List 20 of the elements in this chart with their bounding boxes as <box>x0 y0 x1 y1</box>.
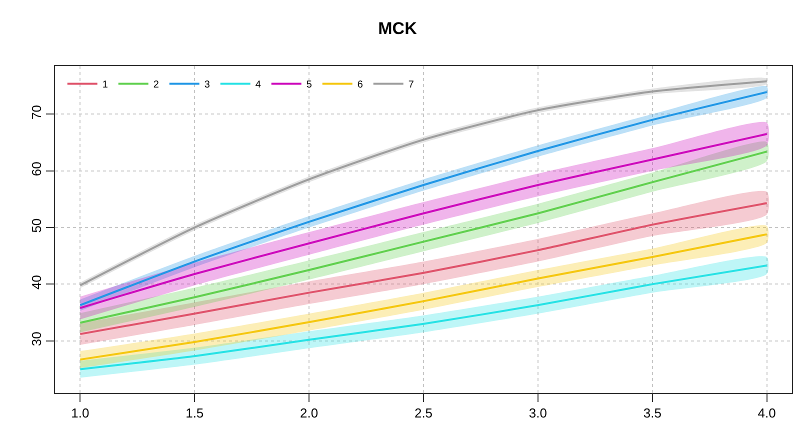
legend-label: 5 <box>306 80 312 91</box>
x-tick-label: 3.5 <box>643 406 662 421</box>
legend-label: 6 <box>357 80 364 91</box>
y-tick-label: 50 <box>28 218 44 233</box>
legend-label: 7 <box>408 80 414 91</box>
chart-title: MCK <box>378 18 418 38</box>
legend-label: 4 <box>255 80 262 91</box>
legend-label: 1 <box>102 80 108 91</box>
x-tick-label: 4.0 <box>758 406 776 421</box>
y-tick-label: 70 <box>28 104 44 120</box>
x-tick-label: 1.5 <box>186 406 204 421</box>
y-tick-label: 30 <box>28 332 44 346</box>
y-tick-label: 40 <box>28 275 44 290</box>
x-tick-label: 2.0 <box>300 406 318 421</box>
legend-label: 2 <box>153 80 160 91</box>
x-tick-label: 3.0 <box>528 406 547 421</box>
x-tick-label: 1.0 <box>71 406 90 421</box>
legend-label: 3 <box>204 80 210 91</box>
x-tick-label: 2.5 <box>414 406 433 421</box>
y-tick-label: 60 <box>28 162 44 176</box>
